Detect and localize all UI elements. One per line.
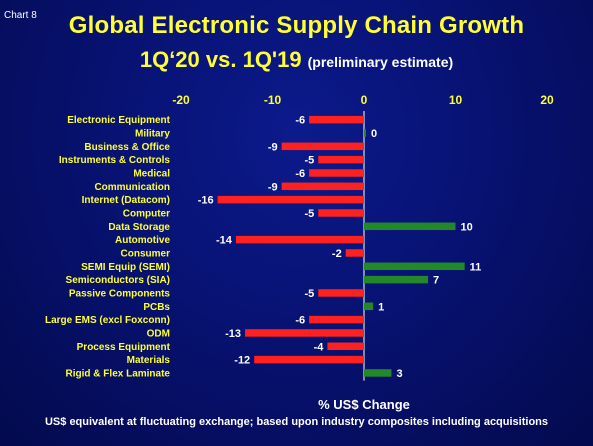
- category-label: PCBs: [143, 302, 170, 313]
- bar: [245, 329, 364, 337]
- subtitle-period: 1Q‘20 vs. 1Q'19: [139, 47, 302, 72]
- bar: [364, 129, 366, 137]
- x-tick-label: -10: [264, 93, 282, 107]
- category-label: SEMI Equip (SEMI): [81, 262, 170, 273]
- data-label: 3: [396, 368, 402, 380]
- footnote: US$ equivalent at fluctuating exchange; …: [44, 416, 549, 428]
- category-label: Process Equipment: [77, 342, 171, 353]
- data-label: -12: [234, 355, 250, 367]
- category-label: Computer: [123, 208, 170, 219]
- category-label: Medical: [133, 168, 170, 179]
- data-label: -6: [295, 168, 305, 180]
- data-label: -6: [295, 115, 305, 127]
- data-label: -2: [332, 248, 342, 260]
- data-label: 1: [378, 301, 384, 313]
- data-label: 11: [470, 261, 482, 273]
- x-tick-label: 10: [449, 93, 463, 107]
- bar: [281, 142, 364, 151]
- data-label: -4: [314, 341, 325, 353]
- data-label: -5: [304, 208, 314, 220]
- bar: [364, 275, 429, 284]
- bar: [235, 235, 364, 244]
- bar: [281, 182, 364, 191]
- data-label: -6: [295, 315, 305, 327]
- bar: [327, 342, 364, 351]
- data-label: -13: [225, 328, 241, 340]
- data-label: -5: [304, 288, 314, 300]
- bar: [318, 289, 364, 297]
- category-label: Materials: [127, 355, 171, 366]
- bar: [364, 369, 392, 377]
- category-label: Instruments & Controls: [59, 155, 171, 166]
- category-label: Semiconductors (SIA): [66, 275, 170, 286]
- chart-title: Global Electronic Supply Chain Growth: [68, 12, 525, 39]
- x-tick-label: 0: [361, 93, 368, 107]
- bar: [318, 209, 364, 217]
- category-label: Communication: [94, 182, 170, 193]
- category-label: Business & Office: [84, 142, 170, 153]
- bar: [254, 355, 364, 364]
- data-label: 0: [371, 128, 377, 140]
- category-label: Data Storage: [108, 222, 170, 233]
- data-label: -16: [198, 195, 214, 207]
- bar: [309, 169, 364, 177]
- chart-subtitle: 1Q‘20 vs. 1Q'19 (preliminary estimate): [0, 47, 593, 73]
- category-label: Rigid & Flex Laminate: [66, 368, 171, 379]
- category-label: Internet (Datacom): [82, 195, 170, 206]
- x-tick-label: -20: [172, 93, 190, 107]
- bar: [345, 249, 364, 257]
- category-label: Electronic Equipment: [67, 115, 170, 126]
- category-label: ODM: [147, 328, 170, 339]
- data-label: -9: [268, 181, 278, 193]
- bar: [318, 155, 364, 164]
- x-tick-label: 20: [540, 93, 554, 107]
- bar: [364, 222, 456, 231]
- data-label: -14: [216, 235, 233, 247]
- bar: [309, 115, 364, 124]
- data-label: -9: [268, 141, 278, 153]
- bar: [217, 195, 364, 204]
- category-label: Consumer: [121, 248, 171, 259]
- chart-number: Chart 8: [4, 10, 37, 21]
- category-label: Automotive: [115, 235, 170, 246]
- subtitle-note: (preliminary estimate): [307, 54, 454, 70]
- x-axis-title: % US$ Change: [318, 397, 410, 412]
- category-label: Large EMS (excl Foxconn): [45, 315, 170, 326]
- bar: [309, 315, 364, 324]
- bar: [364, 302, 374, 311]
- data-label: -5: [304, 155, 314, 167]
- data-label: 7: [433, 275, 439, 287]
- data-label: 10: [461, 221, 473, 233]
- bar: [364, 262, 465, 271]
- category-label: Passive Components: [69, 288, 171, 299]
- category-label: Military: [135, 128, 170, 139]
